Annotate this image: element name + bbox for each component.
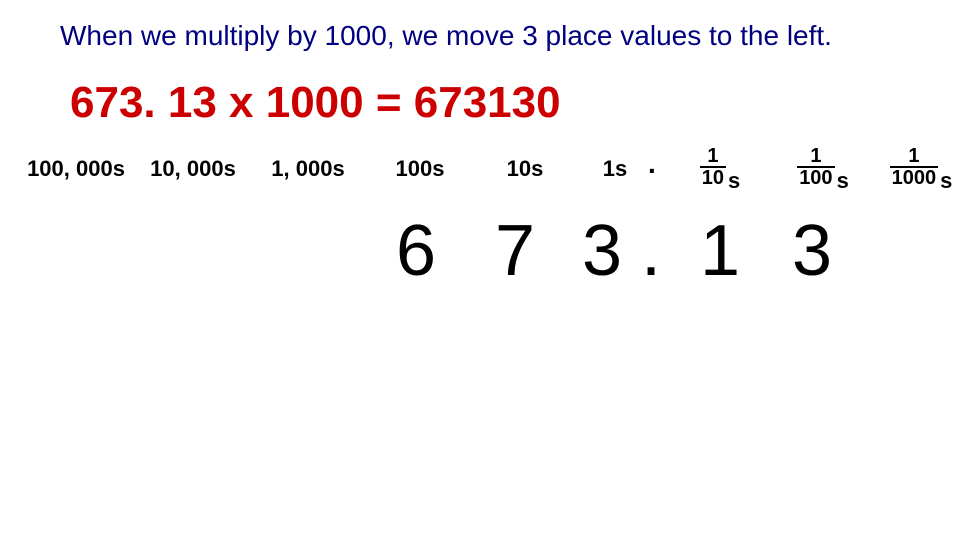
frac-tenth-num: 1 <box>700 146 726 168</box>
digit-hundreds: 6 <box>376 210 456 292</box>
frac-thousandth-den: 1000 <box>890 168 939 188</box>
hdr-hundredth: 1 100 s <box>778 146 868 188</box>
digit-tens: 7 <box>480 210 550 292</box>
hdr-decimal-dot: . <box>648 148 668 180</box>
hdr-tenth: 1 10 s <box>680 146 760 188</box>
frac-hundredth-suffix: s <box>837 168 849 193</box>
hdr-100: 100s <box>380 156 460 182</box>
frac-tenth-den: 10 <box>700 168 726 188</box>
equation-text: 673. 13 x 1000 = 673130 <box>70 78 561 128</box>
frac-thousandth-num: 1 <box>890 146 939 168</box>
frac-hundredth: 1 100 <box>797 146 834 188</box>
hdr-thousandth: 1 1000 s <box>876 146 960 188</box>
frac-hundredth-den: 100 <box>797 168 834 188</box>
hdr-1: 1s <box>590 156 640 182</box>
hdr-10: 10s <box>490 156 560 182</box>
frac-hundredth-num: 1 <box>797 146 834 168</box>
stage: When we multiply by 1000, we move 3 plac… <box>0 0 960 540</box>
digit-tenths: 1 <box>690 210 750 292</box>
digit-decimal: . <box>636 210 666 292</box>
hdr-10000: 10, 000s <box>138 156 248 182</box>
hdr-100000: 100, 000s <box>16 156 136 182</box>
frac-thousandth: 1 1000 <box>890 146 939 188</box>
frac-tenth: 1 10 <box>700 146 726 188</box>
frac-tenth-suffix: s <box>728 168 740 193</box>
digit-ones: 3 <box>572 210 632 292</box>
digit-hundredths: 3 <box>782 210 842 292</box>
hdr-1000: 1, 000s <box>258 156 358 182</box>
title-text: When we multiply by 1000, we move 3 plac… <box>60 20 832 52</box>
frac-thousandth-suffix: s <box>940 168 952 193</box>
